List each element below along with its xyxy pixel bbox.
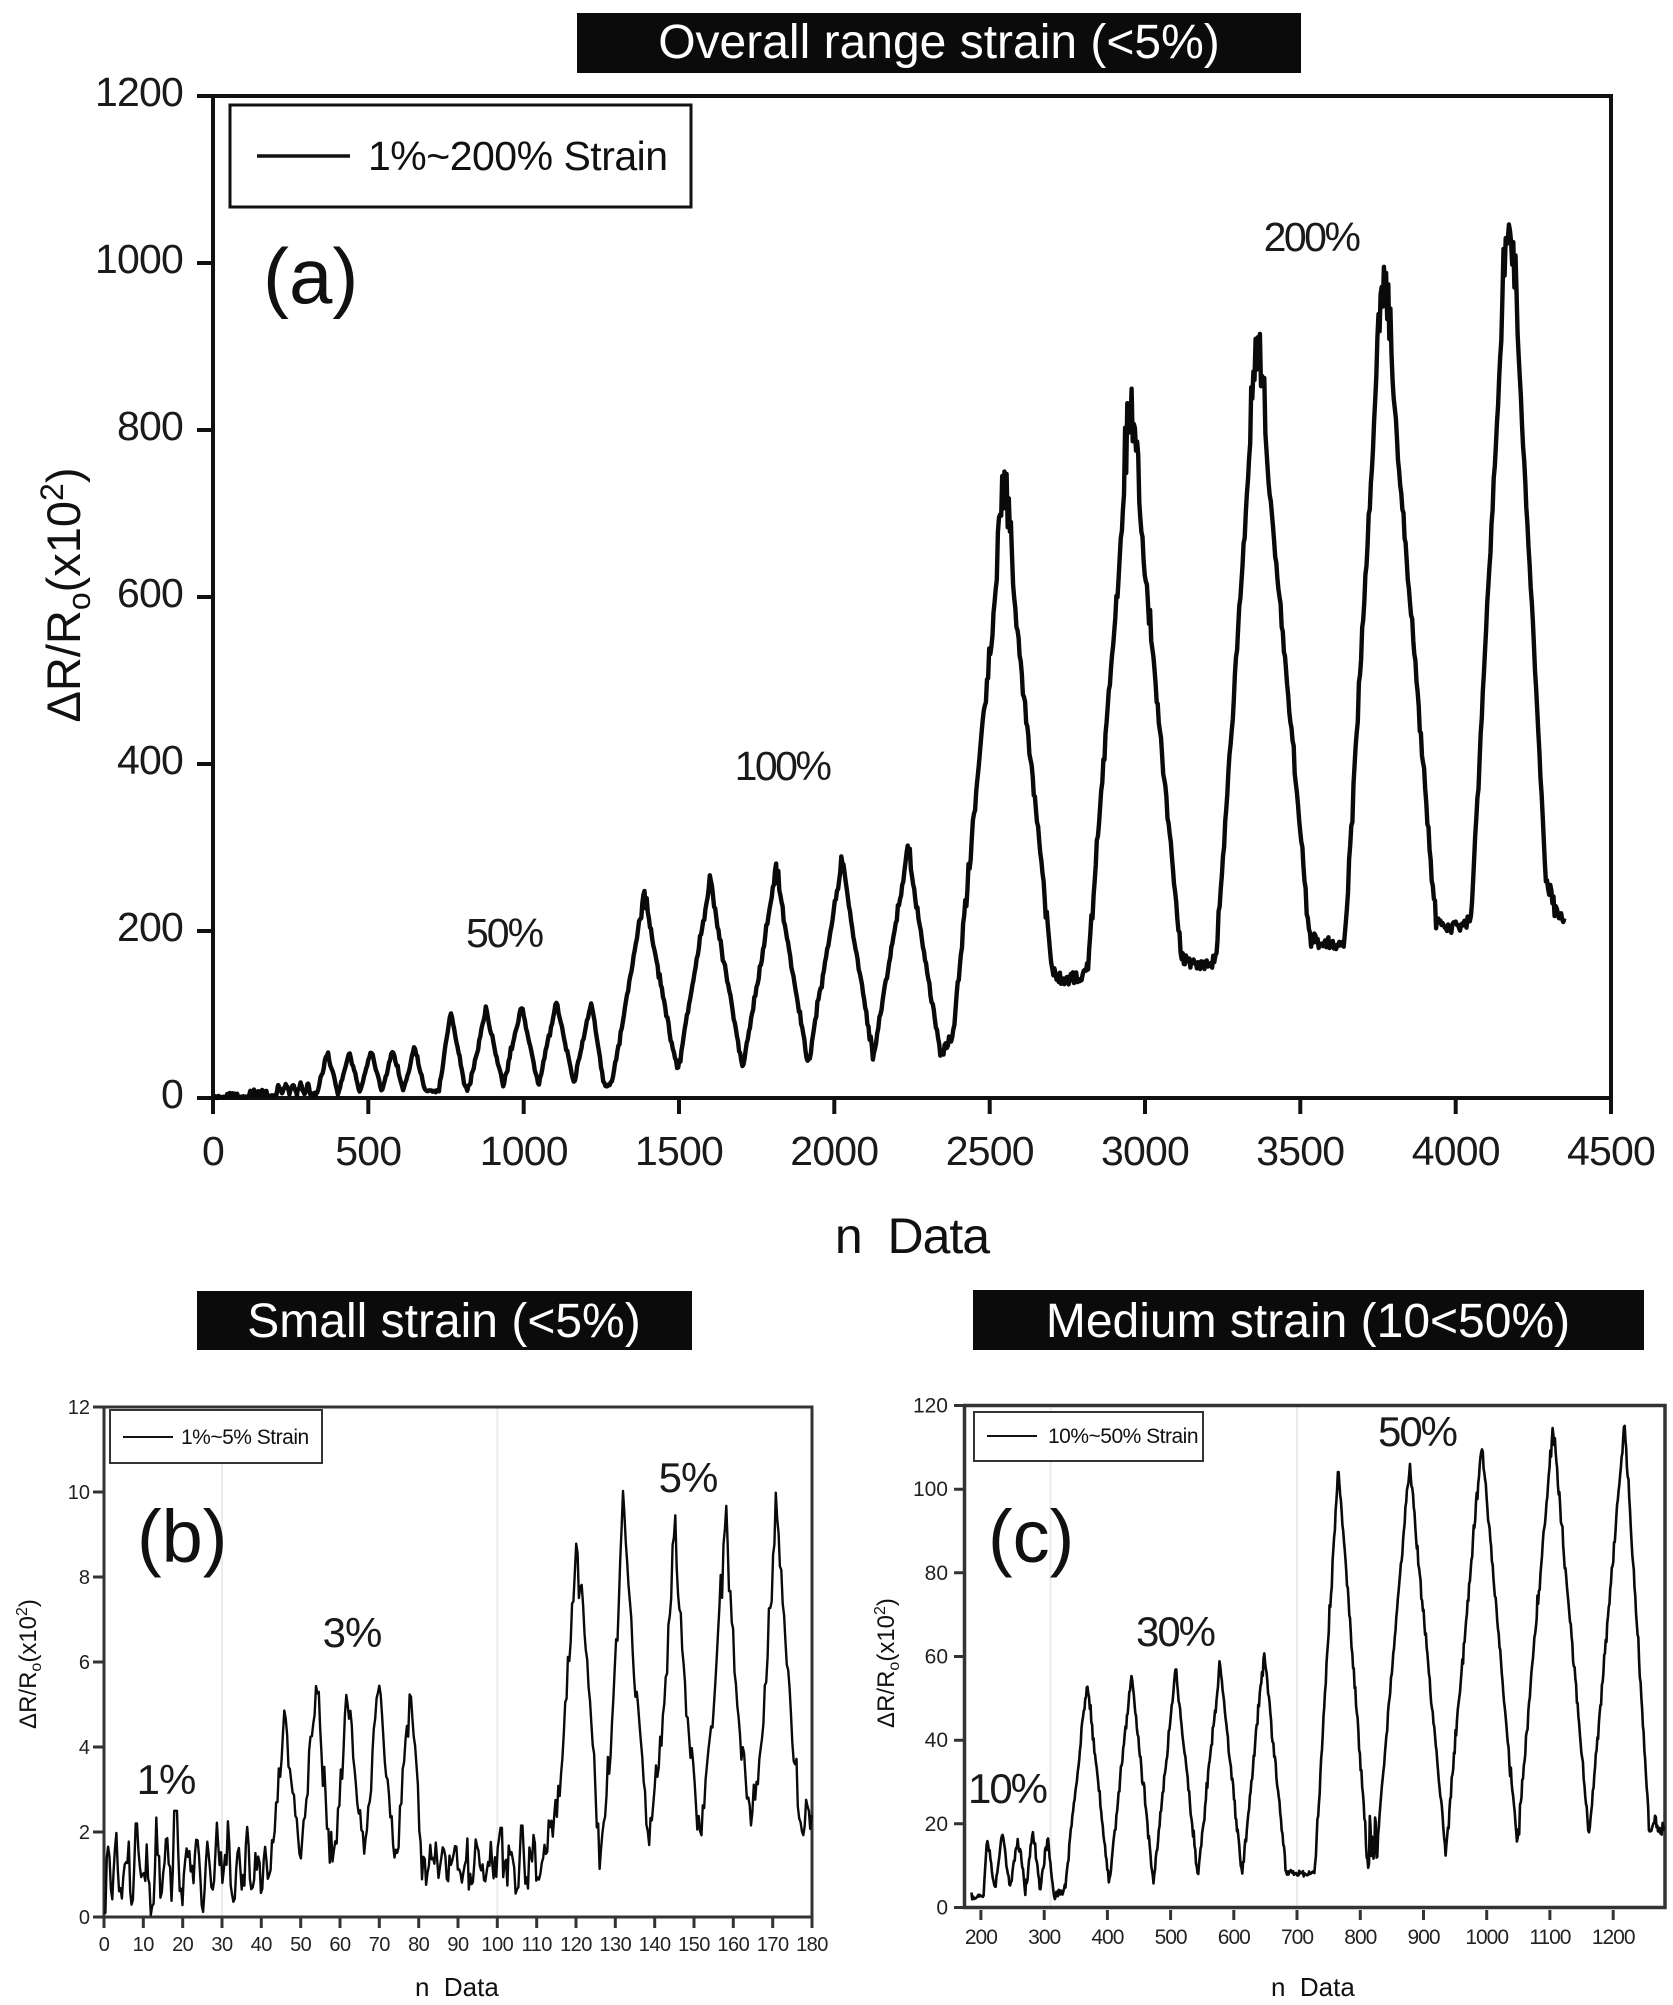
svg-text:700: 700 <box>1281 1926 1313 1949</box>
svg-text:300: 300 <box>1028 1926 1060 1949</box>
svg-text:100: 100 <box>913 1478 948 1501</box>
svg-text:170: 170 <box>757 1934 789 1956</box>
svg-text:70: 70 <box>369 1934 391 1956</box>
svg-text:140: 140 <box>639 1934 671 1956</box>
svg-text:500: 500 <box>1155 1926 1187 1949</box>
svg-text:2: 2 <box>79 1822 90 1844</box>
svg-text:8: 8 <box>79 1567 90 1589</box>
svg-text:Small strain (<5%): Small strain (<5%) <box>247 1295 640 1348</box>
svg-text:50%: 50% <box>466 910 543 956</box>
svg-text:Overall range strain (<5%): Overall range strain (<5%) <box>658 16 1220 69</box>
svg-text:6: 6 <box>79 1652 90 1674</box>
svg-text:130: 130 <box>599 1934 631 1956</box>
svg-text:1000: 1000 <box>95 236 183 282</box>
svg-text:20: 20 <box>172 1934 194 1956</box>
svg-text:50: 50 <box>290 1934 312 1956</box>
svg-text:100%: 100% <box>735 743 831 789</box>
svg-text:800: 800 <box>1344 1926 1376 1949</box>
svg-text:30: 30 <box>211 1934 233 1956</box>
svg-text:1%~200% Strain: 1%~200% Strain <box>368 133 668 179</box>
svg-text:n Data: n Data <box>835 1208 990 1264</box>
svg-text:800: 800 <box>117 403 183 449</box>
svg-text:120: 120 <box>560 1934 592 1956</box>
svg-text:1500: 1500 <box>635 1128 723 1174</box>
svg-text:0: 0 <box>161 1071 183 1117</box>
svg-text:Medium strain (10<50%): Medium strain (10<50%) <box>1046 1295 1570 1348</box>
svg-text:1000: 1000 <box>480 1128 568 1174</box>
svg-text:0: 0 <box>202 1128 224 1174</box>
svg-text:60: 60 <box>329 1934 351 1956</box>
svg-text:3%: 3% <box>323 1609 382 1656</box>
svg-text:1200: 1200 <box>95 69 183 115</box>
svg-text:400: 400 <box>1091 1926 1123 1949</box>
svg-text:3500: 3500 <box>1256 1128 1344 1174</box>
svg-text:n Data: n Data <box>1271 1972 1355 2002</box>
svg-text:1%: 1% <box>137 1756 196 1803</box>
svg-text:2000: 2000 <box>790 1128 878 1174</box>
svg-text:n Data: n Data <box>415 1972 499 2002</box>
svg-text:80: 80 <box>925 1562 948 1585</box>
svg-text:4500: 4500 <box>1567 1128 1655 1174</box>
svg-text:(c): (c) <box>988 1495 1074 1578</box>
svg-text:4: 4 <box>79 1737 90 1759</box>
svg-text:180: 180 <box>796 1934 828 1956</box>
svg-text:5%: 5% <box>659 1454 718 1501</box>
svg-text:600: 600 <box>1218 1926 1250 1949</box>
svg-text:200: 200 <box>117 904 183 950</box>
svg-text:120: 120 <box>913 1395 948 1418</box>
svg-text:ΔR/Ro(x102): ΔR/Ro(x102) <box>34 467 97 722</box>
svg-text:110: 110 <box>522 1934 553 1956</box>
svg-text:12: 12 <box>68 1397 90 1419</box>
svg-text:80: 80 <box>408 1934 430 1956</box>
svg-text:600: 600 <box>117 570 183 616</box>
svg-text:(a): (a) <box>263 232 358 320</box>
svg-text:10: 10 <box>133 1934 155 1956</box>
svg-text:3000: 3000 <box>1101 1128 1189 1174</box>
svg-text:1200: 1200 <box>1592 1926 1635 1949</box>
svg-text:1000: 1000 <box>1465 1926 1508 1949</box>
svg-text:10%: 10% <box>968 1765 1047 1812</box>
svg-text:1100: 1100 <box>1529 1926 1570 1949</box>
svg-text:900: 900 <box>1407 1926 1439 1949</box>
svg-text:0: 0 <box>99 1934 110 1956</box>
svg-text:50%: 50% <box>1378 1408 1457 1455</box>
svg-text:150: 150 <box>678 1934 710 1956</box>
svg-text:90: 90 <box>447 1934 469 1956</box>
svg-text:0: 0 <box>79 1907 90 1929</box>
svg-text:200%: 200% <box>1264 214 1360 260</box>
svg-text:500: 500 <box>335 1128 401 1174</box>
svg-text:60: 60 <box>925 1646 948 1669</box>
svg-text:0: 0 <box>936 1897 948 1920</box>
svg-text:1%~5% Strain: 1%~5% Strain <box>181 1426 309 1449</box>
svg-text:20: 20 <box>925 1813 948 1836</box>
svg-text:200: 200 <box>965 1926 997 1949</box>
svg-text:30%: 30% <box>1136 1608 1215 1655</box>
svg-text:40: 40 <box>925 1729 948 1752</box>
svg-text:100: 100 <box>481 1934 513 1956</box>
svg-text:4000: 4000 <box>1412 1128 1500 1174</box>
svg-text:10: 10 <box>68 1482 90 1504</box>
svg-text:160: 160 <box>717 1934 749 1956</box>
svg-text:(b): (b) <box>137 1495 227 1578</box>
svg-text:2500: 2500 <box>946 1128 1034 1174</box>
svg-text:10%~50% Strain: 10%~50% Strain <box>1048 1425 1198 1448</box>
svg-text:400: 400 <box>117 737 183 783</box>
svg-text:40: 40 <box>251 1934 273 1956</box>
